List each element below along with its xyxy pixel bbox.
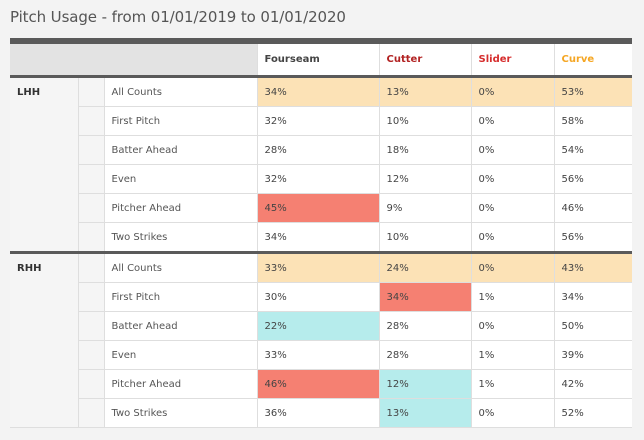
row-label: All Counts [104, 251, 258, 283]
cell-cutter: 13% [379, 398, 472, 428]
cell-fourseam: 30% [257, 282, 380, 312]
row-label: Two Strikes [104, 398, 258, 428]
cell-fourseam: 46% [257, 369, 380, 399]
cell-curve: 43% [554, 251, 633, 283]
cell-cutter: 12% [379, 164, 472, 194]
cell-cutter: 28% [379, 340, 472, 370]
cell-curve: 52% [554, 398, 633, 428]
table-row: Pitcher Ahead 45% 9% 0% 46% [10, 193, 633, 223]
cell-slider: 0% [471, 76, 555, 107]
column-header-slider[interactable]: Slider [471, 44, 555, 78]
table-row: RHH All Counts 33% 24% 0% 43% [10, 251, 633, 428]
row-spacer-cell [78, 193, 105, 223]
group-label: RHH [10, 251, 79, 428]
table-row: Pitcher Ahead 46% 12% 1% 42% [10, 369, 633, 399]
row-label: Pitcher Ahead [104, 369, 258, 399]
column-header-curve[interactable]: Curve [554, 44, 633, 78]
cell-curve: 54% [554, 135, 633, 165]
table-row: Even 32% 12% 0% 56% [10, 164, 633, 194]
cell-curve: 39% [554, 340, 633, 370]
row-spacer-cell [78, 311, 105, 341]
cell-curve: 50% [554, 311, 633, 341]
cell-fourseam: 34% [257, 222, 380, 253]
row-spacer-cell [78, 282, 105, 312]
row-label: Batter Ahead [104, 311, 258, 341]
table-row: Batter Ahead 22% 28% 0% 50% [10, 311, 633, 341]
table-header-row: Fourseam Cutter Slider Curve [10, 44, 633, 78]
row-label: Even [104, 164, 258, 194]
table-body: LHH All Counts 34% 13% 0% 53% First Pitch 32% 10… [10, 76, 633, 428]
cell-slider: 0% [471, 251, 555, 283]
cell-fourseam: 36% [257, 398, 380, 428]
row-spacer-cell [78, 340, 105, 370]
row-spacer-cell [78, 222, 105, 253]
cell-fourseam: 34% [257, 76, 380, 107]
row-spacer-cell [78, 135, 105, 165]
cell-slider: 0% [471, 135, 555, 165]
cell-slider: 0% [471, 193, 555, 223]
table-row: First Pitch 30% 34% 1% 34% [10, 282, 633, 312]
pitch-usage-table-container: Fourseam Cutter Slider Curve LHH All Coun… [10, 38, 633, 428]
cell-slider: 0% [471, 311, 555, 341]
table-row: Two Strikes 36% 13% 0% 52% [10, 398, 633, 428]
cell-cutter: 34% [379, 282, 472, 312]
row-label: First Pitch [104, 106, 258, 136]
cell-curve: 58% [554, 106, 633, 136]
row-spacer-cell [78, 251, 105, 283]
column-header-cutter[interactable]: Cutter [379, 44, 472, 78]
cell-slider: 0% [471, 222, 555, 253]
cell-fourseam: 32% [257, 164, 380, 194]
cell-cutter: 10% [379, 106, 472, 136]
cell-curve: 56% [554, 222, 633, 253]
row-spacer-cell [78, 369, 105, 399]
cell-cutter: 12% [379, 369, 472, 399]
cell-cutter: 28% [379, 311, 472, 341]
cell-curve: 34% [554, 282, 633, 312]
cell-curve: 46% [554, 193, 633, 223]
cell-slider: 0% [471, 106, 555, 136]
cell-slider: 1% [471, 282, 555, 312]
row-label: Pitcher Ahead [104, 193, 258, 223]
row-spacer-cell [78, 398, 105, 428]
cell-curve: 42% [554, 369, 633, 399]
table-row: LHH All Counts 34% 13% 0% 53% [10, 76, 633, 253]
table-top-bar [10, 38, 632, 44]
row-label: Two Strikes [104, 222, 258, 253]
table-row: Two Strikes 34% 10% 0% 56% [10, 222, 633, 253]
cell-cutter: 10% [379, 222, 472, 253]
cell-curve: 53% [554, 76, 633, 107]
cell-cutter: 24% [379, 251, 472, 283]
group-label: LHH [10, 76, 79, 253]
cell-fourseam: 45% [257, 193, 380, 223]
row-label: All Counts [104, 76, 258, 107]
table-row: Batter Ahead 28% 18% 0% 54% [10, 135, 633, 165]
cell-fourseam: 22% [257, 311, 380, 341]
row-label: Batter Ahead [104, 135, 258, 165]
row-spacer-cell [78, 164, 105, 194]
pitch-usage-table: Fourseam Cutter Slider Curve LHH All Coun… [10, 44, 633, 428]
cell-slider: 1% [471, 369, 555, 399]
cell-curve: 56% [554, 164, 633, 194]
row-label: Even [104, 340, 258, 370]
cell-cutter: 9% [379, 193, 472, 223]
cell-cutter: 18% [379, 135, 472, 165]
cell-slider: 0% [471, 164, 555, 194]
cell-slider: 0% [471, 398, 555, 428]
table-row: First Pitch 32% 10% 0% 58% [10, 106, 633, 136]
cell-cutter: 13% [379, 76, 472, 107]
header-blank-cell [10, 44, 258, 78]
table-row: Even 33% 28% 1% 39% [10, 340, 633, 370]
row-spacer-cell [78, 106, 105, 136]
cell-fourseam: 33% [257, 251, 380, 283]
row-spacer-cell [78, 76, 105, 107]
column-header-fourseam[interactable]: Fourseam [257, 44, 380, 78]
cell-fourseam: 33% [257, 340, 380, 370]
page-title: Pitch Usage - from 01/01/2019 to 01/01/2… [10, 8, 346, 26]
cell-fourseam: 28% [257, 135, 380, 165]
cell-slider: 1% [471, 340, 555, 370]
cell-fourseam: 32% [257, 106, 380, 136]
row-label: First Pitch [104, 282, 258, 312]
